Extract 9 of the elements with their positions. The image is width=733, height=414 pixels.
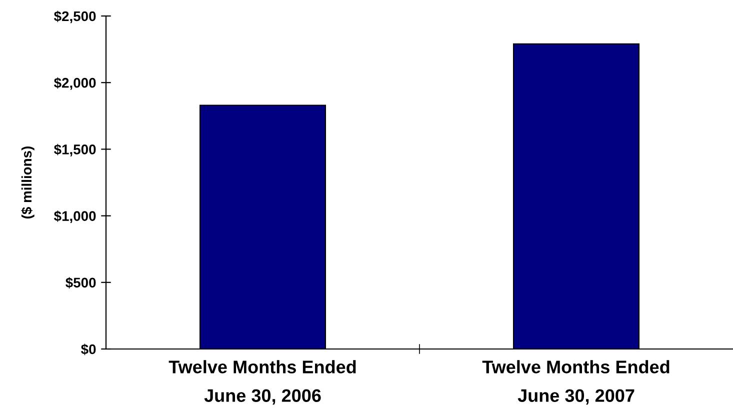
x-tick-label: Twelve Months Ended June 30, 2006: [168, 360, 356, 405]
y-tick-label: $2,500: [54, 10, 96, 24]
y-axis-title: ($ millions): [21, 146, 34, 218]
x-tick-label: Twelve Months Ended June 30, 2007: [482, 360, 670, 405]
y-tick-label: $2,000: [54, 77, 96, 90]
y-tick-label: $1,000: [54, 210, 96, 223]
y-tick-label: $0: [81, 344, 96, 356]
y-tick-label: $1,500: [54, 144, 96, 156]
y-tick-label: $500: [66, 277, 96, 288]
